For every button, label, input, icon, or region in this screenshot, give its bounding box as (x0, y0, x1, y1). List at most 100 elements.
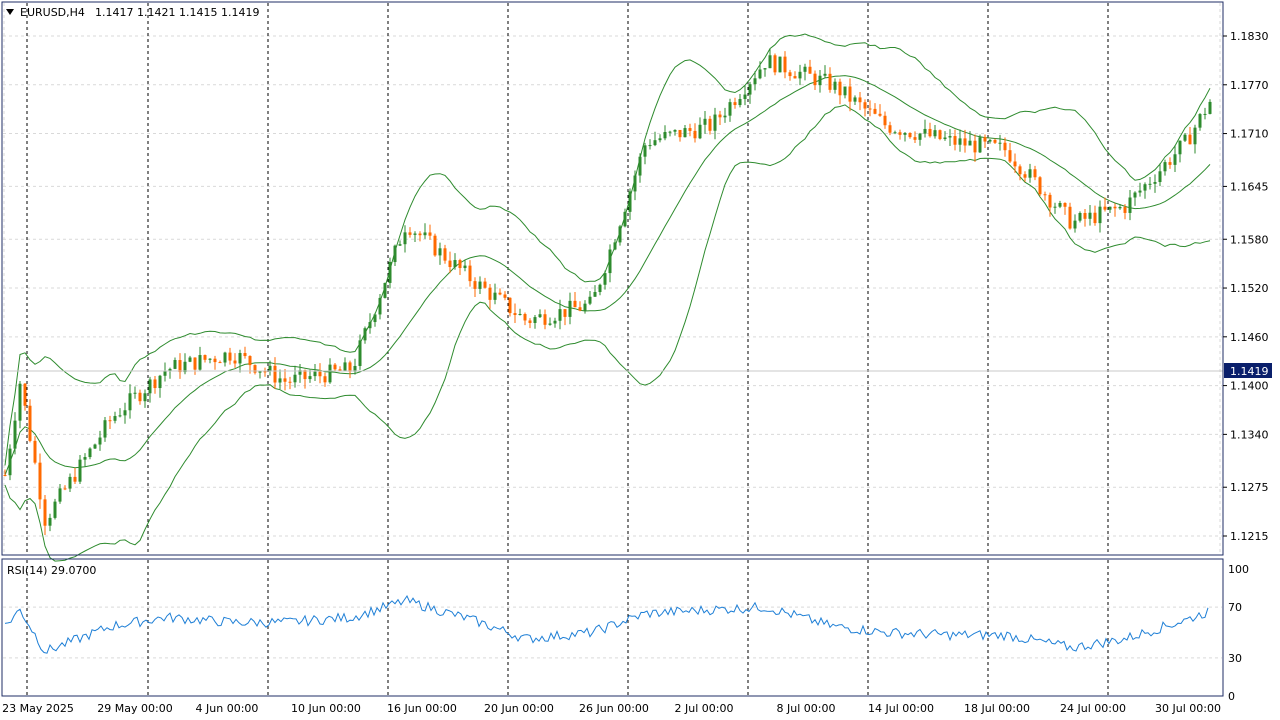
bull-candle (198, 355, 202, 370)
bear-candle (858, 97, 862, 103)
bull-candle (638, 156, 642, 176)
bear-candle (43, 499, 47, 526)
time-tick-label: 18 Jul 00:00 (964, 702, 1030, 715)
bull-candle (1058, 202, 1062, 207)
bear-candle (443, 248, 447, 261)
rsi-tick-label: 70 (1228, 601, 1242, 614)
bull-candle (438, 248, 442, 256)
bull-candle (188, 357, 192, 362)
bear-candle (433, 235, 437, 256)
price-tick-label: 1.1400 (1230, 380, 1269, 393)
bear-candle (348, 362, 352, 372)
bear-candle (513, 313, 517, 316)
candles[interactable] (3, 48, 1212, 536)
bear-candle (203, 355, 207, 360)
bull-candle (728, 102, 732, 116)
bull-candle (1028, 169, 1032, 178)
bear-candle (1123, 206, 1127, 213)
time-tick-label: 23 May 2025 (2, 702, 74, 715)
price-tick-label: 1.1460 (1230, 331, 1269, 344)
bull-candle (923, 128, 927, 134)
bull-candle (843, 86, 847, 96)
price-tick-label: 1.1645 (1230, 180, 1269, 193)
bear-candle (883, 115, 887, 126)
bear-candle (33, 440, 37, 463)
bull-candle (1203, 113, 1207, 115)
lower-band (4, 104, 1211, 562)
bull-candle (103, 420, 107, 438)
bull-candle (998, 142, 1002, 144)
bull-candle (1128, 197, 1132, 213)
bull-candle (393, 245, 397, 263)
bull-candle (698, 124, 702, 139)
bull-candle (308, 376, 312, 380)
bear-candle (273, 365, 277, 383)
time-tick-label: 30 Jul 00:00 (1155, 702, 1221, 715)
time-tick-label: 29 May 00:00 (97, 702, 172, 715)
bull-candle (743, 94, 747, 100)
bull-candle (668, 131, 672, 133)
bull-candle (663, 132, 667, 139)
bull-candle (673, 129, 677, 132)
bear-candle (63, 488, 67, 490)
bear-candle (523, 313, 527, 321)
current-price-text: 1.1419 (1230, 365, 1269, 378)
bear-candle (483, 281, 487, 288)
bear-candle (1168, 162, 1172, 165)
bull-candle (1178, 140, 1182, 155)
bull-candle (968, 140, 972, 146)
bear-candle (953, 136, 957, 145)
bull-candle (713, 114, 717, 131)
bull-candle (1148, 183, 1152, 185)
bear-candle (813, 73, 817, 86)
bull-candle (703, 118, 707, 125)
bull-candle (933, 130, 937, 137)
bear-candle (1003, 142, 1007, 151)
bull-candle (583, 303, 587, 311)
bear-candle (838, 81, 842, 96)
bear-candle (788, 72, 792, 77)
rsi-axis: 100 70 30 0 (1228, 563, 1249, 703)
middle-band (4, 75, 1211, 476)
bull-candle (778, 56, 782, 73)
bollinger-bands (4, 33, 1211, 562)
price-tick-label: 1.1580 (1230, 233, 1269, 246)
bull-candle (598, 284, 602, 293)
bull-candle (628, 191, 632, 212)
bull-candle (128, 393, 132, 411)
bear-candle (828, 73, 832, 90)
bull-candle (343, 362, 347, 372)
rsi-panel-frame (1, 558, 1224, 697)
triangle-down-icon[interactable] (6, 9, 14, 15)
bear-candle (448, 260, 452, 268)
bull-candle (58, 488, 62, 502)
bear-candle (578, 307, 582, 311)
bear-candle (23, 383, 27, 406)
bull-candle (918, 133, 922, 140)
bear-candle (1043, 194, 1047, 196)
price-tick-label: 1.1520 (1230, 282, 1269, 295)
bull-candle (618, 226, 622, 243)
time-tick-label: 8 Jul 00:00 (777, 702, 836, 715)
bull-candle (53, 501, 57, 518)
bull-candle (948, 136, 952, 138)
rsi-tick-label: 100 (1228, 563, 1249, 576)
bull-candle (8, 448, 12, 476)
bear-candle (963, 138, 967, 146)
chart-header: EURUSD,H4 1.1417 1.1421 1.1415 1.1419 (6, 6, 259, 19)
bear-candle (248, 356, 252, 366)
bear-candle (468, 265, 472, 282)
bull-candle (378, 297, 382, 315)
bull-candle (78, 459, 82, 482)
bull-candle (593, 292, 597, 297)
bull-candle (293, 374, 297, 383)
bear-candle (263, 371, 267, 373)
bull-candle (643, 145, 647, 157)
bull-candle (833, 81, 837, 90)
bear-candle (288, 381, 292, 383)
bull-candle (143, 393, 147, 402)
bear-candle (688, 128, 692, 131)
bull-candle (533, 317, 537, 323)
bull-candle (758, 69, 762, 79)
